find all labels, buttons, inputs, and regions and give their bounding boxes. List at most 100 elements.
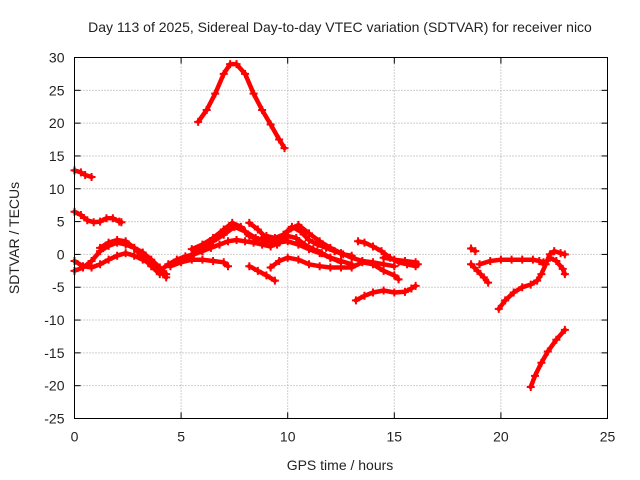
data-point	[537, 270, 546, 279]
y-axis-label: SDTVAR / TECUs	[6, 182, 22, 294]
data-point	[411, 281, 420, 290]
data-point	[471, 247, 480, 256]
data-point	[315, 249, 324, 258]
data-point	[147, 262, 156, 271]
data-point	[251, 234, 260, 242]
y-tick-label: 20	[49, 115, 65, 131]
data-point	[518, 255, 527, 264]
data-point	[326, 253, 335, 262]
data-point	[241, 69, 250, 78]
data-point	[194, 117, 203, 126]
data-point	[407, 284, 416, 293]
data-point	[130, 251, 139, 260]
x-tick-label: 5	[177, 429, 185, 445]
data-point	[249, 89, 258, 98]
data-point	[368, 288, 377, 297]
data-point	[501, 296, 510, 305]
data-point	[219, 69, 228, 78]
data-point	[215, 240, 224, 249]
y-tick-label: -5	[52, 279, 65, 295]
data-point	[113, 251, 122, 260]
x-axis-label: GPS time / hours	[287, 457, 394, 473]
data-point	[232, 60, 241, 69]
data-point	[198, 243, 207, 252]
data-point	[305, 245, 314, 254]
data-point	[305, 260, 314, 269]
y-tick-label: 15	[49, 148, 65, 164]
data-point	[473, 266, 482, 275]
series-s5	[72, 240, 169, 277]
data-point	[121, 249, 130, 258]
data-point	[283, 227, 292, 236]
data-point	[104, 255, 113, 264]
data-point	[273, 240, 282, 249]
data-point	[486, 256, 495, 265]
data-point	[494, 304, 503, 313]
data-point	[539, 260, 548, 269]
data-point	[104, 238, 113, 247]
data-point	[337, 249, 345, 258]
data-point	[354, 237, 363, 246]
data-point	[360, 291, 369, 300]
y-tick-label: -15	[44, 345, 64, 361]
data-point	[531, 371, 540, 380]
data-point	[558, 264, 567, 273]
data-point	[81, 170, 90, 179]
data-point	[155, 266, 164, 275]
data-point	[96, 243, 105, 252]
data-point	[315, 237, 324, 246]
data-point	[224, 262, 233, 271]
data-point	[467, 244, 476, 253]
data-point	[138, 253, 147, 262]
y-tick-label: 30	[49, 50, 65, 66]
data-point	[560, 270, 569, 279]
data-point	[96, 217, 105, 226]
data-point	[230, 222, 239, 231]
x-tick-label: 0	[71, 429, 79, 445]
data-point	[518, 283, 527, 292]
data-point	[294, 255, 303, 264]
data-point	[76, 211, 85, 220]
data-point	[543, 347, 552, 356]
data-point	[394, 275, 403, 284]
data-point	[479, 273, 488, 282]
data-point	[294, 240, 303, 249]
data-point	[275, 256, 284, 265]
data-point	[552, 335, 561, 344]
x-tick-label: 20	[493, 429, 509, 445]
data-point	[294, 220, 303, 229]
data-point	[526, 382, 535, 391]
data-point	[509, 288, 518, 297]
data-point	[108, 214, 117, 223]
data-point	[390, 271, 399, 280]
y-tick-label: -20	[44, 378, 64, 394]
data-point	[326, 263, 335, 272]
data-point	[262, 271, 271, 280]
data-point	[245, 218, 254, 227]
data-point	[266, 263, 275, 272]
data-point	[241, 237, 250, 246]
data-point	[87, 256, 96, 265]
data-point	[377, 247, 386, 256]
data-point	[347, 253, 356, 262]
plot-frame	[74, 57, 608, 419]
series-s3	[195, 61, 287, 151]
data-point	[219, 258, 228, 267]
data-point	[379, 266, 388, 275]
data-point	[258, 106, 267, 115]
data-point	[96, 260, 105, 269]
data-point	[232, 235, 241, 244]
data-point	[379, 286, 388, 295]
data-point	[315, 262, 324, 271]
data-point	[545, 253, 554, 262]
data-point	[283, 253, 292, 262]
data-point	[507, 255, 516, 264]
y-tick-label: 10	[49, 181, 65, 197]
data-point	[275, 135, 284, 144]
data-point	[496, 255, 505, 264]
data-point	[117, 218, 126, 227]
data-point	[358, 258, 367, 267]
data-point	[475, 260, 484, 269]
y-tick-label: -10	[44, 312, 64, 328]
